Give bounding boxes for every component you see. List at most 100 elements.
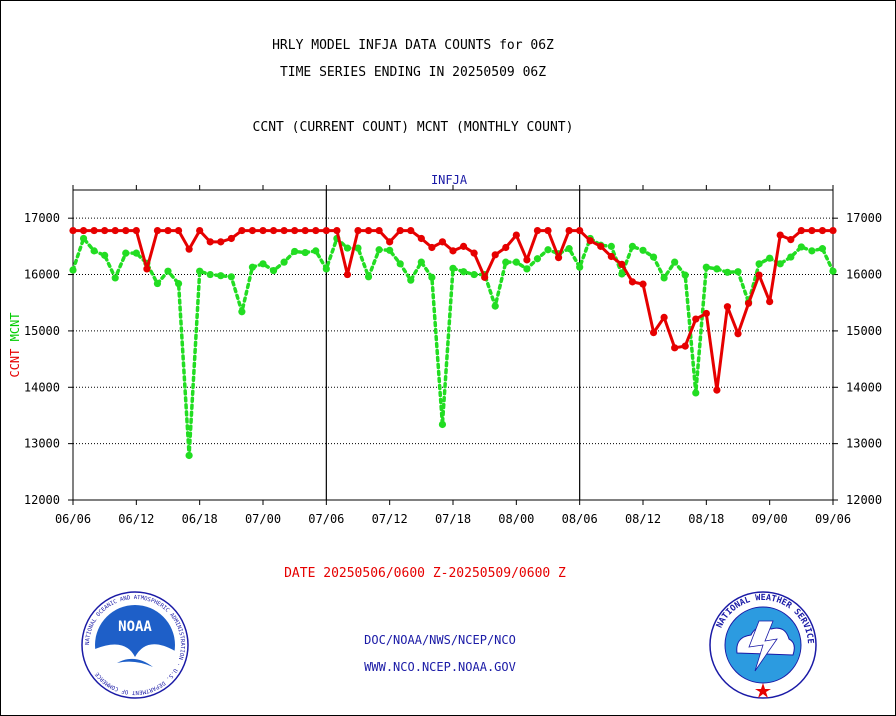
point-mcnt <box>449 264 457 272</box>
point-ccnt <box>407 226 415 235</box>
point-ccnt <box>544 226 552 235</box>
point-mcnt <box>354 244 362 252</box>
noaa-logo-text: NOAA <box>118 619 152 635</box>
point-mcnt <box>639 246 647 254</box>
point-mcnt <box>227 273 235 281</box>
point-mcnt <box>386 246 394 254</box>
point-mcnt <box>396 260 404 268</box>
x-tick-label: 09/06 <box>815 512 851 526</box>
point-ccnt <box>185 245 193 253</box>
point-mcnt <box>90 247 98 255</box>
point-ccnt <box>153 226 162 235</box>
point-mcnt <box>713 265 721 273</box>
point-mcnt <box>723 268 732 276</box>
point-mcnt <box>660 274 668 282</box>
y-tick-label-right: 16000 <box>846 268 882 282</box>
point-ccnt <box>280 226 288 235</box>
point-mcnt <box>681 271 689 279</box>
point-mcnt <box>259 260 267 268</box>
point-ccnt <box>692 315 700 323</box>
point-ccnt <box>481 273 489 281</box>
y-tick-label-left: 13000 <box>24 437 60 451</box>
x-tick-label: 07/00 <box>245 512 281 526</box>
point-ccnt <box>681 342 689 350</box>
point-ccnt <box>333 226 341 235</box>
point-mcnt <box>766 254 774 262</box>
x-tick-label: 07/18 <box>435 512 471 526</box>
point-ccnt <box>69 226 77 235</box>
x-tick-label: 09/00 <box>752 512 788 526</box>
point-ccnt <box>269 226 278 235</box>
point-mcnt <box>407 276 415 284</box>
point-mcnt <box>280 258 288 266</box>
point-ccnt <box>386 238 394 246</box>
series-line-ccnt <box>71 229 835 392</box>
point-ccnt <box>702 309 710 318</box>
y-tick-label-right: 12000 <box>846 493 882 507</box>
point-ccnt <box>354 226 362 235</box>
point-mcnt <box>269 267 278 275</box>
x-tick-label: 08/18 <box>688 512 724 526</box>
point-ccnt <box>734 330 742 338</box>
point-ccnt <box>586 237 594 245</box>
point-mcnt <box>808 247 816 255</box>
point-mcnt <box>438 420 447 429</box>
point-ccnt <box>101 226 109 235</box>
website-link[interactable]: WWW.NCO.NCEP.NOAA.GOV <box>364 660 516 674</box>
point-ccnt <box>829 226 837 235</box>
point-ccnt <box>776 231 784 239</box>
point-ccnt <box>90 226 98 235</box>
point-mcnt <box>174 279 183 288</box>
y-tick-label-left: 14000 <box>24 380 60 394</box>
chart-title: INFJA <box>431 173 468 187</box>
point-mcnt <box>164 267 172 275</box>
axes <box>68 185 838 505</box>
point-ccnt <box>417 234 425 243</box>
point-ccnt <box>649 329 658 337</box>
x-tick-label: 07/06 <box>308 512 344 526</box>
point-ccnt <box>470 249 478 257</box>
point-mcnt <box>291 247 299 256</box>
point-mcnt <box>101 251 109 259</box>
point-mcnt <box>702 263 710 271</box>
nws-logo: NATIONAL WEATHER SERVICE <box>709 591 817 699</box>
x-tick-label: 08/12 <box>625 512 661 526</box>
y-tick-label-right: 15000 <box>846 324 882 338</box>
point-ccnt <box>428 243 436 252</box>
y-tick-label-right: 14000 <box>846 380 882 394</box>
point-mcnt <box>248 263 257 271</box>
point-ccnt <box>491 251 499 259</box>
point-ccnt <box>259 226 267 235</box>
point-ccnt <box>227 234 235 243</box>
point-mcnt <box>217 272 225 280</box>
point-ccnt <box>639 280 647 288</box>
point-mcnt <box>533 255 542 263</box>
point-ccnt <box>79 226 88 235</box>
org-link[interactable]: DOC/NOAA/NWS/NCEP/NCO <box>364 633 516 647</box>
point-ccnt <box>122 226 130 235</box>
point-ccnt <box>217 238 225 246</box>
series <box>69 226 837 460</box>
point-mcnt <box>111 274 119 282</box>
point-mcnt <box>776 260 784 268</box>
y-axis-label-mcnt: MCNT <box>8 312 22 348</box>
point-ccnt <box>533 226 542 235</box>
point-mcnt <box>364 273 373 281</box>
point-ccnt <box>523 256 531 264</box>
point-ccnt <box>512 231 520 239</box>
point-mcnt <box>301 248 309 257</box>
y-axis-label-text: CCNT MCNT <box>8 312 22 377</box>
point-ccnt <box>164 226 172 235</box>
point-mcnt <box>459 268 468 276</box>
point-ccnt <box>312 226 320 235</box>
y-tick-label-right: 17000 <box>846 211 882 225</box>
point-ccnt <box>818 226 827 235</box>
point-mcnt <box>755 260 763 268</box>
point-mcnt <box>206 270 214 279</box>
point-mcnt <box>375 246 383 254</box>
point-mcnt <box>628 242 637 250</box>
point-mcnt <box>491 302 499 310</box>
y-axis-label: CCNT MCNT <box>8 312 22 377</box>
point-ccnt <box>343 270 352 279</box>
point-ccnt <box>502 243 510 252</box>
